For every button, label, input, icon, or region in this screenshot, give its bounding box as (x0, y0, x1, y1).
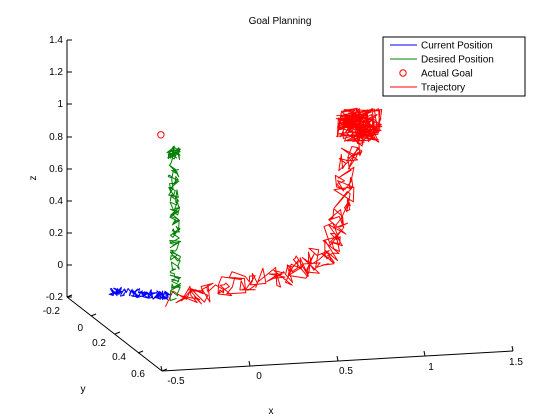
z-tick: 0 (57, 260, 72, 271)
legend-label: Desired Position (421, 55, 494, 66)
legend-swatch-goal (399, 69, 407, 77)
z-tick: 0.6 (49, 164, 72, 175)
z-tick-label: 0.6 (49, 164, 63, 175)
y-axis-line (66, 296, 163, 372)
desired-position-end-cluster (166, 145, 181, 161)
x-axis-label: x (269, 406, 274, 417)
z-tick: 0.4 (49, 196, 72, 207)
z-tick-label: 0.8 (49, 132, 63, 143)
trajectory-end-cluster (335, 107, 383, 143)
plot-area (108, 107, 383, 308)
x-tick: 0 (248, 360, 262, 382)
chart-title: Goal Planning (249, 16, 312, 27)
legend: Current Position Desired Position Actual… (382, 36, 526, 97)
y-tick-label: -0.2 (43, 306, 61, 317)
x-axis-ticks: -0.5 0 0.5 1 1.5 (160, 345, 523, 387)
x-tick: -0.5 (160, 365, 185, 387)
x-tick-label: 1 (428, 362, 434, 373)
current-position-series (108, 286, 171, 301)
legend-label: Actual Goal (421, 69, 473, 80)
z-tick-label: 0 (57, 260, 63, 271)
z-tick: 1 (57, 99, 72, 110)
legend-box (382, 36, 526, 97)
y-tick-label: 0.2 (92, 338, 106, 349)
z-tick-label: 1 (57, 99, 63, 110)
legend-item-trajectory: Trajectory (390, 83, 465, 94)
z-tick-label: 0.2 (49, 228, 63, 239)
legend-item-desired-position: Desired Position (390, 55, 494, 66)
x-tick: 0.5 (336, 355, 353, 377)
y-tick: 0.6 (131, 368, 168, 380)
desired-position-series (167, 152, 182, 302)
legend-item-actual-goal: Actual Goal (399, 69, 473, 80)
z-tick-label: -0.2 (46, 292, 64, 303)
x-tick-label: 0.5 (339, 366, 353, 377)
legend-label: Trajectory (421, 83, 465, 94)
actual-goal-marker (157, 131, 165, 139)
x-tick: 1.5 (509, 345, 523, 368)
x-tick-label: 1.5 (509, 357, 523, 368)
z-axis-ticks: -0.2 0 0.2 0.4 0.6 0.8 1 1.2 (46, 35, 72, 303)
x-tick-label: -0.5 (167, 376, 185, 387)
y-tick: 0.2 (92, 331, 121, 349)
y-tick: 0 (77, 313, 97, 334)
z-tick-label: 1.4 (49, 35, 63, 46)
legend-label: Current Position (421, 41, 493, 52)
z-tick-label: 1.2 (49, 67, 63, 78)
x-tick-label: 0 (256, 371, 262, 382)
z-tick-label: 0.4 (49, 196, 63, 207)
z-tick: 0.8 (49, 132, 72, 143)
z-tick: 1.2 (49, 67, 72, 78)
z-tick: -0.2 (46, 292, 72, 303)
y-tick-label: 0.6 (131, 369, 145, 380)
y-tick: -0.2 (43, 294, 73, 317)
y-tick-label: 0.4 (112, 352, 126, 363)
y-axis-label: y (81, 384, 86, 395)
y-tick: 0.4 (112, 350, 144, 363)
z-tick: 1.4 (49, 35, 72, 46)
y-tick-label: 0 (77, 323, 83, 334)
z-tick: 0.2 (49, 228, 72, 239)
z-axis-label: z (28, 176, 39, 181)
legend-item-current-position: Current Position (390, 41, 493, 52)
y-axis-ticks: -0.2 0 0.2 0.4 0.6 (43, 294, 168, 380)
trajectory-series (164, 111, 368, 308)
x-tick: 1 (423, 350, 434, 373)
